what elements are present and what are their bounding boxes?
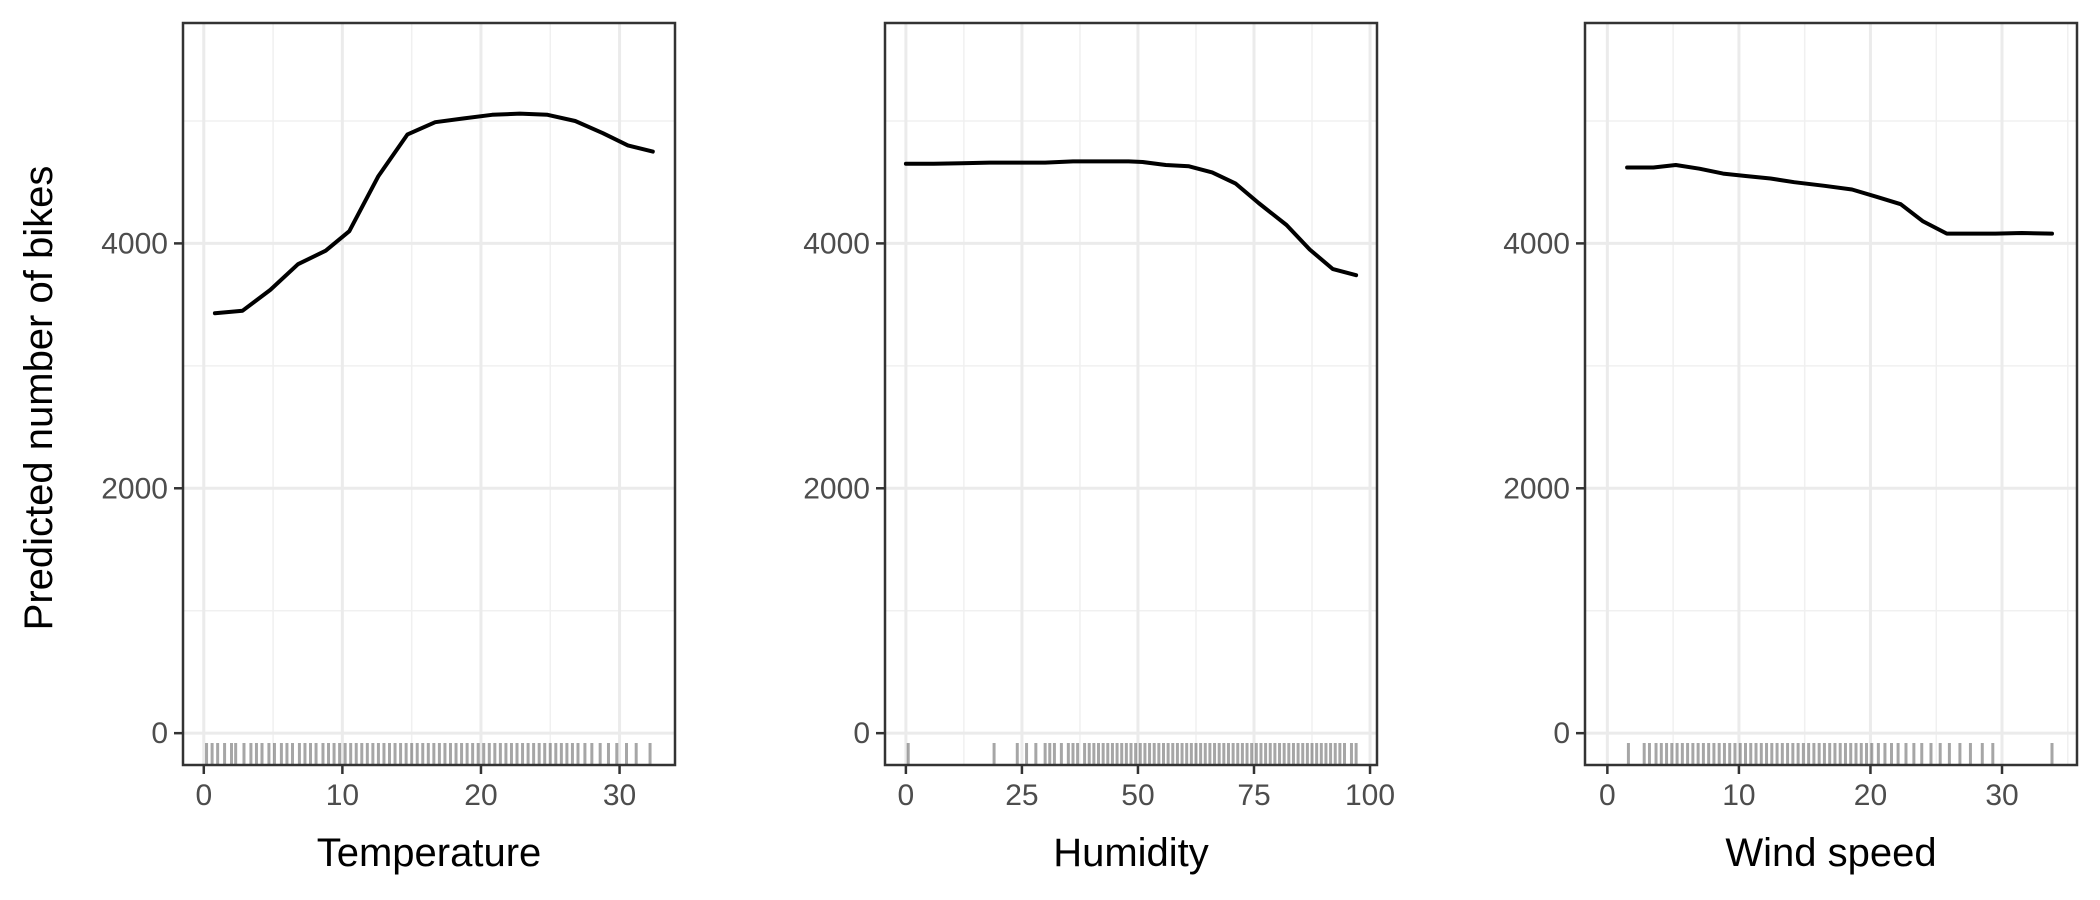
x-tick-label: 10: [326, 779, 359, 812]
panel-background: [885, 23, 1377, 765]
x-tick-label: 30: [1985, 779, 2018, 812]
x-tick-label: 30: [603, 779, 636, 812]
x-tick-label: 0: [1599, 779, 1616, 812]
series-line: [903, 159, 1359, 278]
x-axis-label: Temperature: [317, 831, 542, 875]
y-tick-label: 0: [853, 717, 870, 750]
panel-border: [181, 21, 677, 767]
panel-background: [183, 23, 675, 765]
x-tick-label: 0: [195, 779, 212, 812]
panel-border: [883, 21, 1379, 767]
x-tick-label: 25: [1005, 779, 1038, 812]
y-axis-label: Predicted number of bikes: [17, 166, 61, 631]
series-line: [1625, 163, 2054, 236]
rug-marks: [906, 743, 1358, 765]
x-tick-label: 0: [898, 779, 915, 812]
x-tick-label: 10: [1722, 779, 1755, 812]
y-tick-label: 4000: [803, 227, 870, 260]
x-tick-label: 100: [1345, 779, 1395, 812]
panel-3: 0 10 20 30 0 2000 4000 Wind speed: [1503, 21, 2079, 875]
y-tick-label: 2000: [101, 472, 168, 505]
panel-2: 0 25 50 75 100 0 2000 4000 Humidity: [803, 21, 1395, 875]
series-line: [212, 111, 655, 316]
panel-border: [1583, 21, 2079, 767]
y-tick-label: 0: [1553, 717, 1570, 750]
y-tick-label: 0: [151, 717, 168, 750]
y-tick-label: 2000: [1503, 472, 1570, 505]
y-tick-label: 2000: [803, 472, 870, 505]
rug-marks: [205, 743, 652, 765]
x-axis-label: Humidity: [1053, 831, 1209, 875]
y-tick-label: 4000: [101, 227, 168, 260]
x-axis-label: Wind speed: [1725, 831, 1936, 875]
panel-background: [1585, 23, 2077, 765]
x-tick-label: 20: [464, 779, 497, 812]
x-tick-label: 20: [1854, 779, 1887, 812]
rug-marks: [1626, 743, 2054, 765]
x-tick-label: 50: [1121, 779, 1154, 812]
x-tick-label: 75: [1237, 779, 1270, 812]
y-tick-label: 4000: [1503, 227, 1570, 260]
panel-1: 0 10 20 30 0 2000 4000 Temperature: [101, 21, 677, 875]
